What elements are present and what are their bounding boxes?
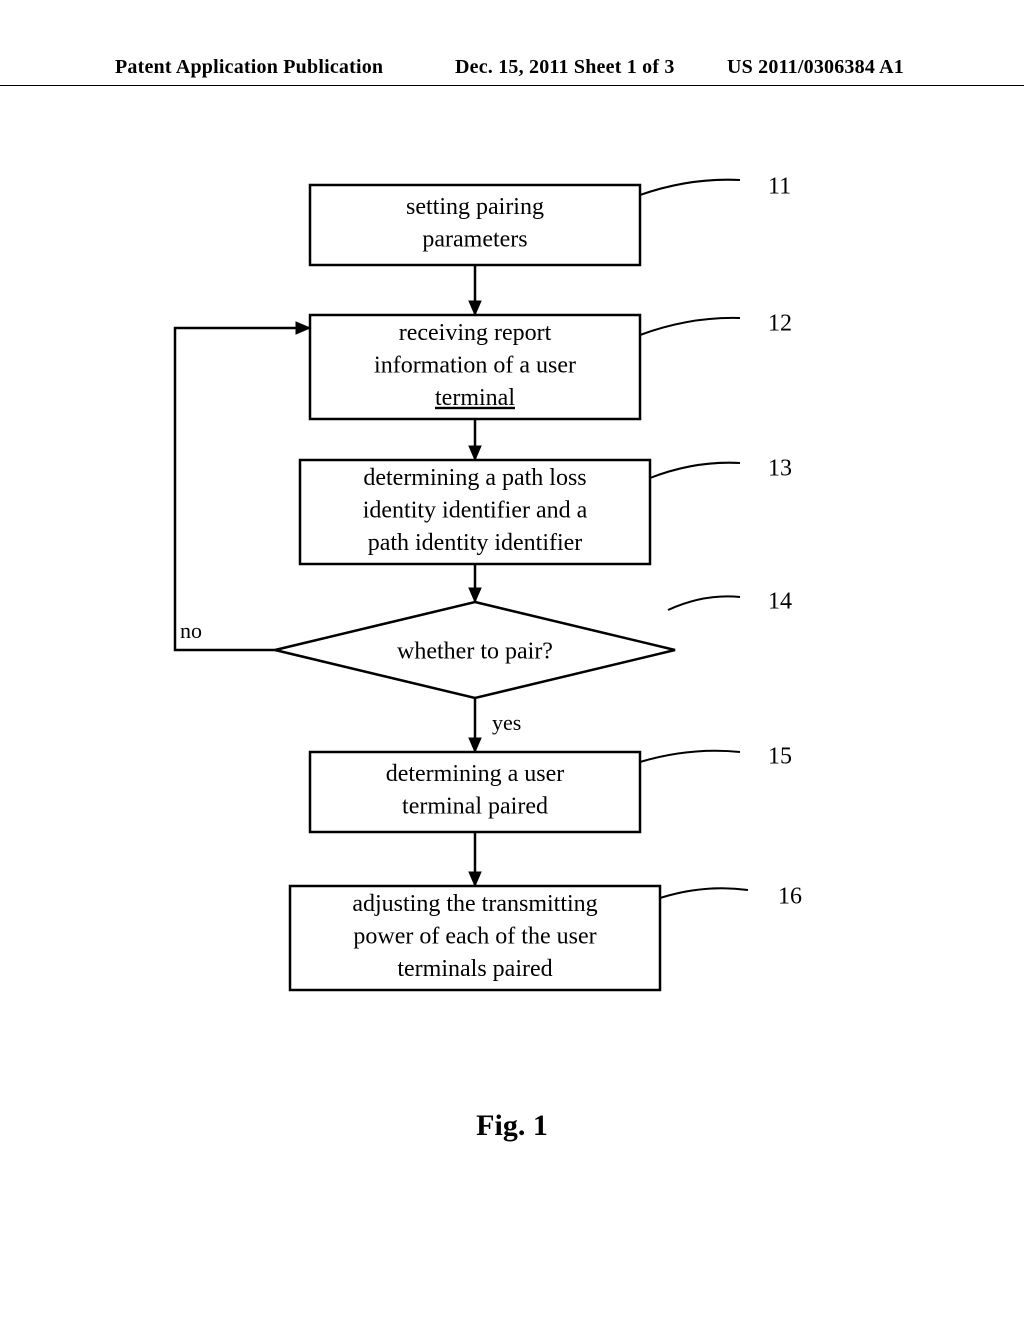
figure-caption: Fig. 1 (0, 1109, 1024, 1143)
svg-text:parameters: parameters (422, 227, 527, 253)
svg-text:terminals paired: terminals paired (397, 956, 552, 982)
svg-text:terminal paired: terminal paired (402, 794, 548, 820)
svg-text:terminal: terminal (435, 385, 515, 411)
svg-text:15: 15 (768, 743, 792, 769)
svg-text:information of a user: information of a user (374, 352, 576, 378)
svg-text:16: 16 (778, 883, 802, 909)
svg-text:identity identifier and a: identity identifier and a (363, 497, 588, 523)
page: Patent Application Publication Dec. 15, … (0, 0, 1024, 1320)
svg-text:yes: yes (492, 710, 521, 735)
svg-text:whether to pair?: whether to pair? (397, 638, 553, 664)
svg-text:11: 11 (768, 173, 791, 199)
svg-text:setting pairing: setting pairing (406, 194, 544, 220)
svg-text:path identity identifier: path identity identifier (368, 530, 583, 556)
svg-text:12: 12 (768, 310, 792, 336)
svg-text:adjusting the transmitting: adjusting the transmitting (352, 891, 597, 917)
svg-text:power of each of the user: power of each of the user (353, 923, 596, 949)
svg-text:no: no (180, 618, 202, 643)
svg-text:receiving report: receiving report (399, 320, 552, 346)
svg-text:determining a user: determining a user (386, 761, 565, 787)
svg-text:13: 13 (768, 455, 792, 481)
svg-text:14: 14 (768, 588, 792, 614)
svg-text:determining a path loss: determining a path loss (363, 465, 586, 491)
